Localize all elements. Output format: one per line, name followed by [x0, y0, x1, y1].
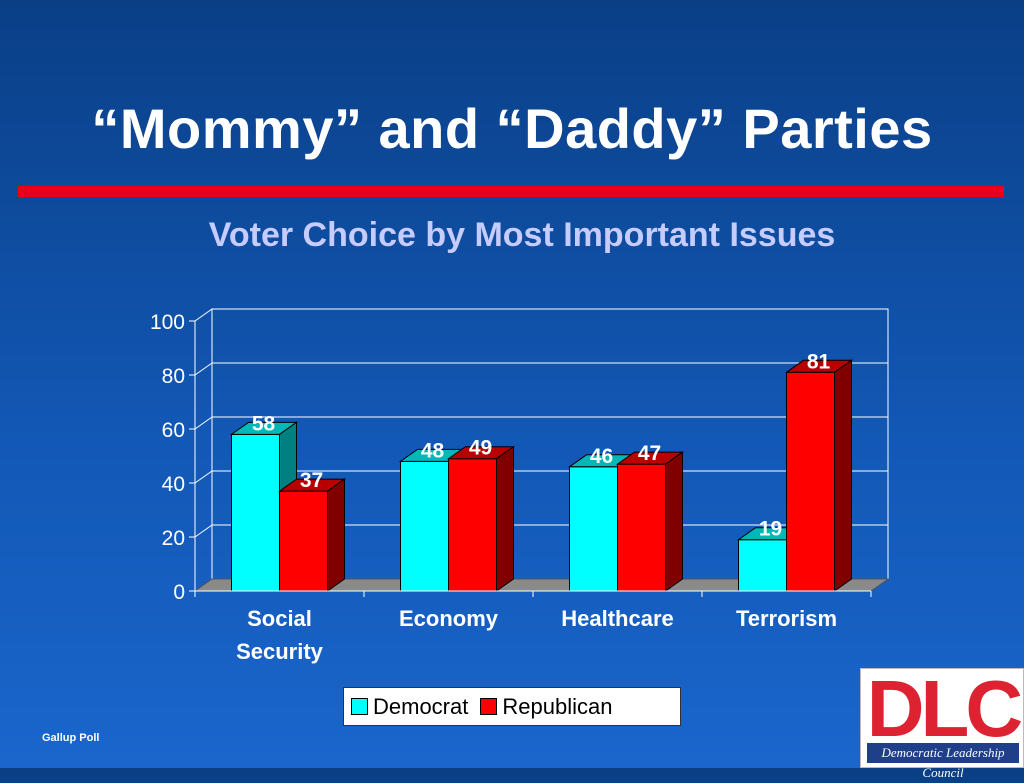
bar-side — [665, 451, 683, 592]
dlc-logo: DLC Democratic Leadership Council — [860, 664, 1024, 780]
bar — [786, 371, 835, 592]
gridline-side — [194, 470, 213, 484]
y-tick-label: 60 — [162, 419, 185, 442]
data-label: 46 — [590, 445, 613, 468]
legend-swatch-republican — [480, 698, 498, 715]
y-tick-label: 40 — [162, 473, 185, 496]
y-tick-label: 80 — [162, 365, 185, 388]
x-tick-label: Security — [236, 639, 324, 664]
bar — [279, 490, 328, 592]
data-label: 81 — [807, 350, 831, 373]
data-label: 48 — [421, 439, 445, 462]
bar — [448, 458, 497, 592]
x-tick-label: Social — [247, 606, 312, 631]
bar-side — [834, 359, 852, 592]
logo-caption: Democratic Leadership Council — [867, 743, 1019, 780]
gridline-side — [194, 308, 213, 322]
x-tick-label: Healthcare — [561, 606, 674, 631]
logo-letters: DLC — [866, 664, 1023, 753]
source-note: Gallup Poll — [42, 732, 100, 744]
legend-swatch-democrat — [351, 698, 368, 715]
gridline-side — [194, 524, 213, 538]
data-label: 47 — [638, 442, 661, 465]
data-label: 49 — [469, 437, 492, 460]
y-tick-label: 20 — [162, 527, 185, 550]
chart-subtitle: Voter Choice by Most Important Issues — [208, 216, 836, 254]
chart-legend: Democrat Republican — [343, 687, 681, 726]
bar-side — [496, 445, 514, 592]
bar — [231, 433, 280, 592]
data-label: 58 — [252, 412, 276, 435]
legend-label-democrat: Democrat — [373, 693, 469, 719]
title-divider — [18, 186, 1004, 197]
x-tick-label: Terrorism — [736, 606, 837, 631]
legend-item-democrat: Democrat — [351, 694, 468, 720]
bar — [400, 460, 449, 592]
x-tick-label: Economy — [399, 606, 499, 631]
bar — [738, 539, 787, 592]
legend-item-republican: Republican — [480, 694, 612, 720]
gridline-side — [194, 362, 213, 376]
bar — [569, 466, 618, 592]
gridline-side — [194, 416, 213, 430]
legend-label-republican: Republican — [502, 693, 613, 719]
y-tick-label: 0 — [173, 581, 185, 604]
data-label: 37 — [300, 469, 323, 492]
data-label: 19 — [759, 518, 782, 541]
slide-title: “Mommy” and “Daddy” Parties — [91, 97, 933, 160]
bar-side — [327, 478, 345, 592]
bar — [617, 463, 666, 592]
y-tick-label: 100 — [150, 311, 185, 334]
